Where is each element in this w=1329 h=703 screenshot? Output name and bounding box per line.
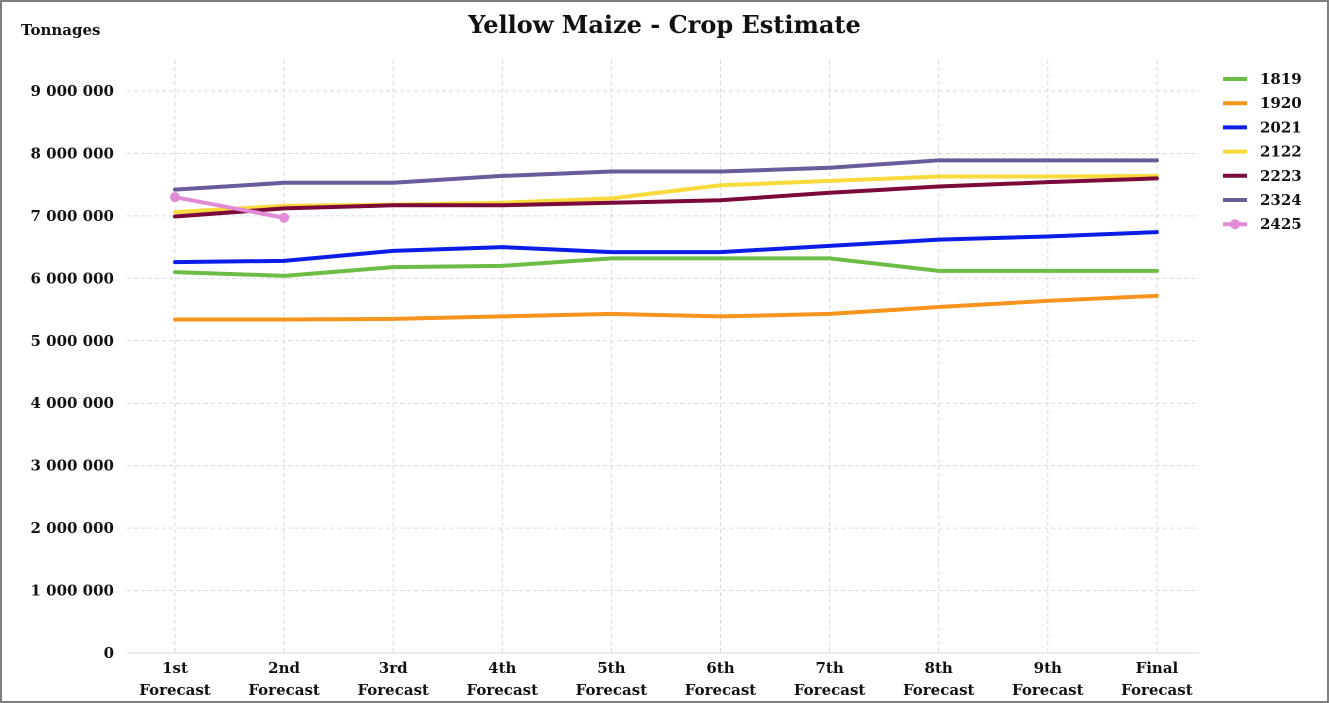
y-axis-ticks: 0 1 000 000 2 000 000 3 000 000 4 000 000 5 0… <box>30 82 114 662</box>
series-line-1819 <box>173 256 1159 278</box>
legend-marker <box>1230 219 1240 230</box>
y-tick-label: 3 000 000 <box>30 457 114 475</box>
y-tick-label: 7 000 000 <box>30 207 114 225</box>
series-line-1920 <box>173 293 1159 322</box>
legend-label: 2223 <box>1260 167 1302 185</box>
data-point-2425 <box>170 192 180 203</box>
y-axis-label: Tonnages <box>21 21 101 39</box>
y-tick-label: 2 000 000 <box>30 519 114 537</box>
series-line-2021 <box>173 230 1159 265</box>
y-tick-label: 0 <box>104 644 114 662</box>
y-tick-label: 8 000 000 <box>30 144 114 162</box>
series-line-2223 <box>173 176 1159 219</box>
x-tick-label: 4th Forecast <box>467 659 539 699</box>
legend: 1819 1920 2021 2122 2223 2324 2425 <box>1223 70 1302 233</box>
y-tick-label: 6 000 000 <box>30 269 114 287</box>
legend-label: 2122 <box>1260 143 1302 161</box>
chart-title: Yellow Maize - Crop Estimate <box>468 10 861 39</box>
series-line-2425 <box>173 195 287 220</box>
x-tick-label: Final Forecast <box>1121 659 1193 699</box>
gridlines <box>127 60 1199 654</box>
legend-label: 2425 <box>1260 215 1302 233</box>
y-tick-label: 9 000 000 <box>30 82 114 100</box>
legend-label: 2324 <box>1260 191 1302 209</box>
series-lines <box>170 158 1159 322</box>
y-tick-label: 4 000 000 <box>30 394 114 412</box>
x-tick-label: 2nd Forecast <box>248 659 320 699</box>
data-point-2425 <box>279 212 290 223</box>
x-tick-label: 3rd Forecast <box>357 659 429 699</box>
x-tick-label: 5th Forecast <box>576 659 648 699</box>
legend-label: 1920 <box>1260 94 1302 112</box>
x-axis-ticks: 1st Forecast 2nd Forecast 3rd Forecast 4th Fore… <box>139 659 1192 699</box>
series-line-2324 <box>173 158 1159 192</box>
y-tick-label: 5 000 000 <box>30 332 114 350</box>
x-tick-label: 6th Forecast <box>685 659 757 699</box>
y-tick-label: 1 000 000 <box>30 582 114 600</box>
x-tick-label: 9th Forecast <box>1012 659 1084 699</box>
x-tick-label: 7th Forecast <box>794 659 866 699</box>
x-tick-label: 1st Forecast <box>139 659 211 699</box>
legend-label: 1819 <box>1260 70 1302 88</box>
x-tick-label: 8th Forecast <box>903 659 975 699</box>
legend-label: 2021 <box>1260 118 1302 136</box>
